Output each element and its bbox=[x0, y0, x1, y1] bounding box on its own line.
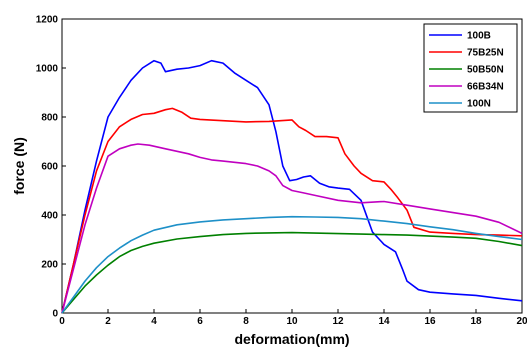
legend-label: 75B25N bbox=[467, 48, 504, 59]
x-tick-label: 2 bbox=[105, 316, 111, 327]
y-tick-label: 1200 bbox=[36, 15, 59, 26]
x-axis-title: deformation(mm) bbox=[234, 331, 349, 347]
x-tick-label: 4 bbox=[151, 316, 157, 327]
legend-label: 50B50N bbox=[467, 65, 504, 76]
y-tick-label: 200 bbox=[41, 260, 58, 271]
x-tick-label: 20 bbox=[516, 316, 527, 327]
legend-label: 66B34N bbox=[467, 82, 504, 93]
x-tick-label: 18 bbox=[470, 316, 482, 327]
series-line-75b25n bbox=[61, 107, 523, 314]
legend-label: 100N bbox=[467, 99, 491, 110]
legend: 100B 75B25N 50B50N 66B34N 100N bbox=[423, 23, 518, 113]
series-line-50b50n bbox=[61, 231, 523, 314]
y-tick-label: 800 bbox=[41, 113, 58, 124]
x-tick-label: 0 bbox=[59, 316, 65, 327]
x-tick-label: 6 bbox=[197, 316, 203, 327]
y-tick-label: 600 bbox=[41, 162, 58, 173]
y-tick-label: 1000 bbox=[36, 64, 59, 75]
y-tick-label: 0 bbox=[52, 309, 58, 320]
series-line-66b34n bbox=[61, 143, 523, 314]
series-line-100n bbox=[61, 215, 523, 314]
legend-label: 100B bbox=[467, 31, 491, 42]
x-tick-label: 8 bbox=[243, 316, 249, 327]
series-line-100b bbox=[61, 59, 523, 314]
y-axis-title: force (N) bbox=[11, 137, 27, 195]
x-tick-label: 16 bbox=[424, 316, 436, 327]
x-tick-label: 14 bbox=[378, 316, 390, 327]
series-lines bbox=[61, 59, 523, 314]
legend-box bbox=[423, 23, 518, 113]
x-tick-label: 10 bbox=[286, 316, 298, 327]
x-tick-label: 12 bbox=[332, 316, 344, 327]
y-tick-label: 400 bbox=[41, 211, 58, 222]
